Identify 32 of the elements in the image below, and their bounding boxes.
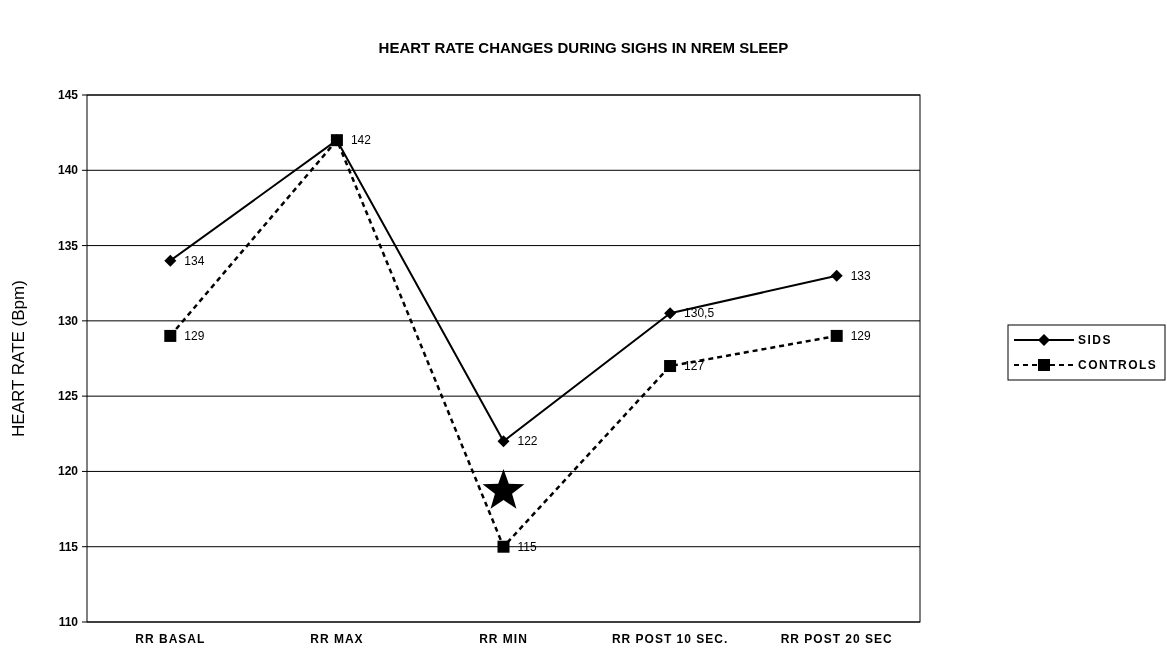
y-tick-label: 140 [57, 163, 79, 178]
y-tick-label: 125 [57, 389, 79, 404]
point [164, 254, 177, 267]
x-tick-label: RR POST 10 SEC. [611, 632, 729, 646]
x-tick-label: RR MAX [310, 632, 364, 646]
data-label: 142 [350, 133, 372, 148]
y-axis-title: HEART RATE (Bpm) [9, 280, 28, 437]
data-label: 129 [184, 328, 205, 343]
point [830, 329, 843, 342]
chart-title: HEART RATE CHANGES DURING SIGHS IN NREM SLEEP [378, 39, 789, 56]
y-tick-label: 110 [58, 615, 79, 629]
data-label: 129 [850, 328, 872, 343]
y-tick-label: 115 [58, 539, 79, 554]
data-label: 133 [850, 268, 872, 283]
point [330, 134, 343, 147]
data-label: 122 [517, 434, 538, 449]
point [497, 540, 510, 553]
point [830, 269, 843, 282]
y-tick-label: 120 [57, 464, 79, 479]
x-tick-label: RR BASAL [135, 632, 206, 646]
legend-label: SIDS [1078, 333, 1113, 347]
x-tick-label: RR POST 20 SEC [780, 632, 893, 646]
y-tick-label: 130 [57, 313, 79, 328]
legend-label: CONTROLS [1078, 358, 1158, 372]
x-tick-label: RR MIN [479, 632, 528, 646]
point [164, 329, 177, 342]
y-tick-label: 145 [57, 88, 79, 102]
data-label: 134 [184, 253, 205, 268]
y-tick-label: 135 [57, 238, 79, 253]
point [664, 307, 677, 320]
point [664, 360, 677, 373]
point [497, 435, 510, 448]
